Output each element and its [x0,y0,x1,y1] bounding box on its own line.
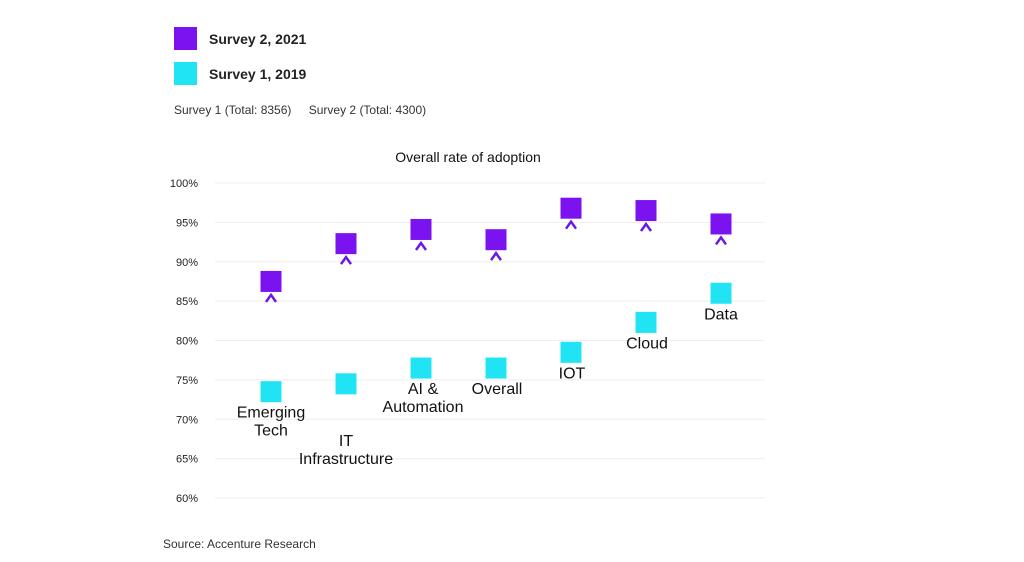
y-tick-label: 75% [176,375,198,387]
category-label: Cloud [626,335,668,352]
category-label: Emerging Tech [237,405,305,440]
y-tick-label: 65% [176,454,198,466]
survey1-total: Survey 1 (Total: 8356) [174,103,292,117]
y-tick-label: 100% [170,178,198,190]
legend-swatch-survey-2021 [174,27,197,50]
point-survey-2021 [485,229,507,251]
legend-label-survey-2019: Survey 1, 2019 [209,65,307,82]
y-tick-label: 70% [176,414,198,426]
point-survey-2019 [335,373,357,395]
y-tick-label: 60% [176,493,198,505]
survey-totals: Survey 1 (Total: 8356) Survey 2 (Total: … [174,103,426,117]
legend-item-survey-2021: Survey 2, 2021 [174,27,306,50]
point-survey-2021 [635,200,657,222]
source-note: Source: Accenture Research [163,537,316,551]
y-tick-label: 80% [176,336,198,348]
point-survey-2021 [560,197,582,219]
category-label: Overall [472,381,523,398]
point-survey-2019 [635,311,657,333]
point-survey-2021 [260,270,282,292]
point-survey-2021 [335,233,357,255]
y-tick-label: 85% [176,296,198,308]
category-label: IT Infrastructure [299,433,393,468]
point-survey-2019 [260,381,282,403]
y-tick-label: 90% [176,257,198,269]
point-survey-2021 [710,213,732,235]
legend-item-survey-2019: Survey 1, 2019 [174,62,306,85]
category-label: AI & Automation [383,381,464,416]
point-survey-2021 [410,218,432,240]
data-points [260,197,732,403]
point-survey-2019 [710,282,732,304]
grid-lines [215,182,765,499]
legend-swatch-survey-2019 [174,62,197,85]
legend-label-survey-2021: Survey 2, 2021 [209,30,307,47]
category-label: IOT [559,365,586,382]
chart-title: Overall rate of adoption [395,149,541,165]
y-axis-ticks: 60% 65% 70% 75% 80% 85% 90% 95% 100% [170,178,198,505]
category-label: Data [704,306,738,323]
point-survey-2019 [410,357,432,379]
point-survey-2019 [485,357,507,379]
change-arrows [271,222,721,382]
point-survey-2019 [560,341,582,363]
survey2-total: Survey 2 (Total: 4300) [308,103,427,117]
y-tick-label: 95% [176,217,198,229]
